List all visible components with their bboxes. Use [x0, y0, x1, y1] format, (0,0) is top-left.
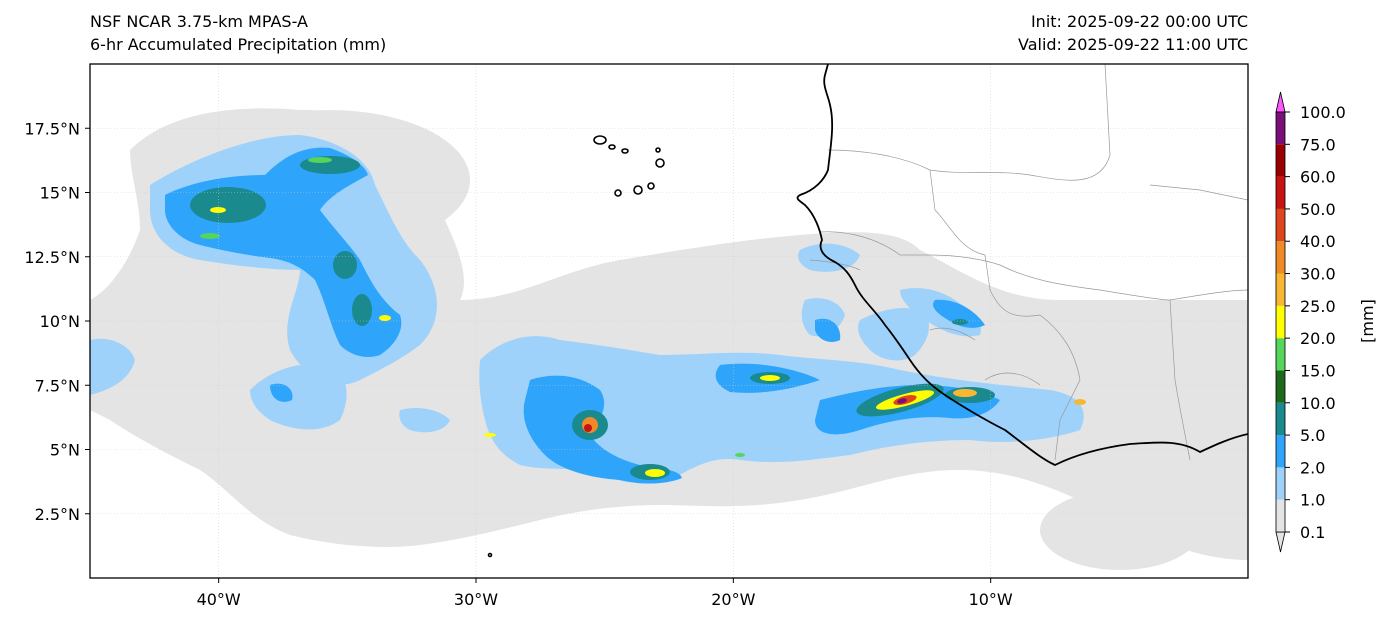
precip-convective-cells — [200, 157, 1086, 477]
colorbar-tick-label: 75.0 — [1300, 135, 1336, 154]
lat-tick-labels: 2.5°N 5°N 7.5°N 10°N 12.5°N 15°N 17.5°N — [24, 119, 90, 524]
lat-tick-label: 5°N — [50, 441, 80, 460]
lon-tick-label: 20°W — [711, 590, 755, 609]
colorbar-tick-label: 10.0 — [1300, 394, 1336, 413]
map-gridlines — [90, 64, 1248, 578]
lat-tick-label: 15°N — [40, 184, 80, 203]
lat-tick-label: 10°N — [40, 312, 80, 331]
colorbar-segment — [1276, 112, 1285, 145]
lat-tick-label: 12.5°N — [24, 248, 80, 267]
colorbar-tick-label: 0.1 — [1300, 523, 1325, 542]
lat-tick-label: 17.5°N — [24, 119, 80, 138]
colorbar-tick-label: 15.0 — [1300, 361, 1336, 380]
colorbar-tick-label: 5.0 — [1300, 426, 1325, 445]
colorbar-extend-min — [1275, 531, 1286, 553]
colorbar-segment — [1276, 144, 1285, 177]
lon-tick-label: 10°W — [969, 590, 1013, 609]
lon-tick-label: 40°W — [197, 590, 241, 609]
init-time: Init: 2025-09-22 00:00 UTC — [1030, 12, 1248, 31]
colorbar-tick-label: 1.0 — [1300, 491, 1325, 510]
lat-tick-label: 2.5°N — [35, 505, 80, 524]
colorbar-tick-label: 25.0 — [1300, 297, 1336, 316]
lon-tick-labels: 40°W 30°W 20°W 10°W — [197, 578, 1013, 609]
map-area: 40°W 30°W 20°W 10°W 2.5°N 5°N 7.5°N 10°N 12.5°N… — [24, 63, 1249, 609]
colorbar-segment — [1276, 338, 1285, 371]
colorbar-segment — [1276, 370, 1285, 403]
colorbar-segment — [1276, 305, 1285, 339]
colorbar-extend-max — [1275, 91, 1286, 113]
colorbar-tick-label: 40.0 — [1300, 232, 1336, 251]
colorbar-segment — [1276, 435, 1285, 468]
cape-verde-islands — [487, 135, 665, 558]
colorbar-segment — [1276, 208, 1285, 242]
country-borders — [809, 64, 1248, 461]
colorbar-frame — [1275, 111, 1286, 533]
colorbar-segment — [1276, 273, 1285, 306]
colorbar-segment — [1276, 402, 1285, 436]
colorbar-tick-label: 50.0 — [1300, 200, 1336, 219]
colorbar-tick-label: 100.0 — [1300, 103, 1346, 122]
colorbar-tick-label: 2.0 — [1300, 458, 1325, 477]
colorbar-tick-label: 30.0 — [1300, 265, 1336, 284]
model-title: NSF NCAR 3.75-km MPAS-A — [90, 12, 308, 31]
colorbar-label: [mm] — [1358, 299, 1377, 343]
colorbar-segment — [1276, 467, 1285, 500]
field-title: 6-hr Accumulated Precipitation (mm) — [90, 35, 387, 54]
colorbar: 0.1 1.0 2.0 5.0 10.0 15.0 20.0 25.0 30.0 40.0 50.0… — [1275, 91, 1346, 553]
lon-tick-label: 30°W — [454, 590, 498, 609]
colorbar-segment — [1276, 176, 1285, 209]
colorbar-segment — [1276, 241, 1285, 274]
coastline — [796, 64, 1248, 466]
colorbar-segment — [1276, 499, 1285, 532]
lat-tick-label: 7.5°N — [35, 376, 80, 395]
valid-time: Valid: 2025-09-22 11:00 UTC — [1017, 35, 1248, 54]
colorbar-tick-label: 60.0 — [1300, 168, 1336, 187]
colorbar-tick-label: 20.0 — [1300, 329, 1336, 348]
